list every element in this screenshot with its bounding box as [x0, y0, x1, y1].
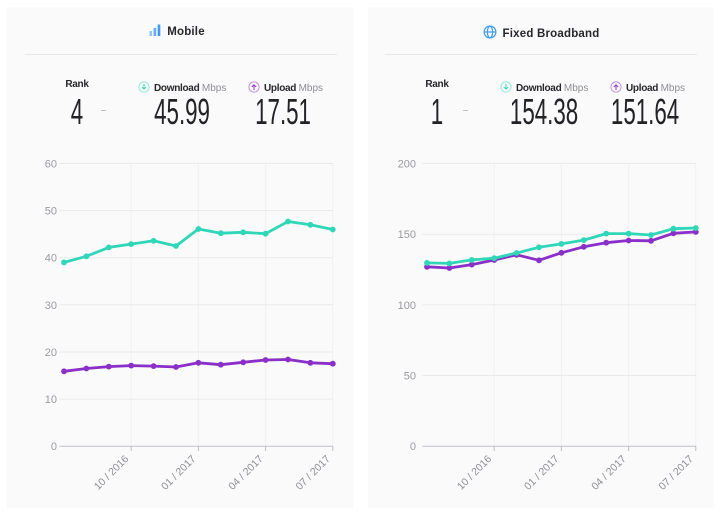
svg-text:10 / 2016: 10 / 2016	[92, 453, 132, 493]
svg-text:200: 200	[398, 159, 416, 171]
svg-text:0: 0	[51, 441, 57, 453]
svg-text:50: 50	[404, 371, 416, 383]
svg-text:100: 100	[398, 300, 416, 312]
svg-text:30: 30	[45, 300, 57, 312]
svg-text:04 / 2017: 04 / 2017	[589, 453, 629, 493]
svg-text:10: 10	[45, 394, 57, 406]
svg-text:40: 40	[45, 253, 57, 265]
svg-text:20: 20	[45, 347, 57, 359]
svg-text:01 / 2017: 01 / 2017	[522, 453, 562, 493]
svg-text:60: 60	[45, 159, 57, 171]
svg-text:07 / 2017: 07 / 2017	[656, 453, 696, 493]
svg-text:50: 50	[45, 206, 57, 218]
svg-text:150: 150	[398, 229, 416, 241]
svg-text:07 / 2017: 07 / 2017	[293, 453, 333, 493]
svg-text:10 / 2016: 10 / 2016	[455, 453, 495, 493]
svg-text:01 / 2017: 01 / 2017	[159, 453, 199, 493]
svg-text:04 / 2017: 04 / 2017	[226, 453, 266, 493]
svg-text:0: 0	[410, 441, 416, 453]
